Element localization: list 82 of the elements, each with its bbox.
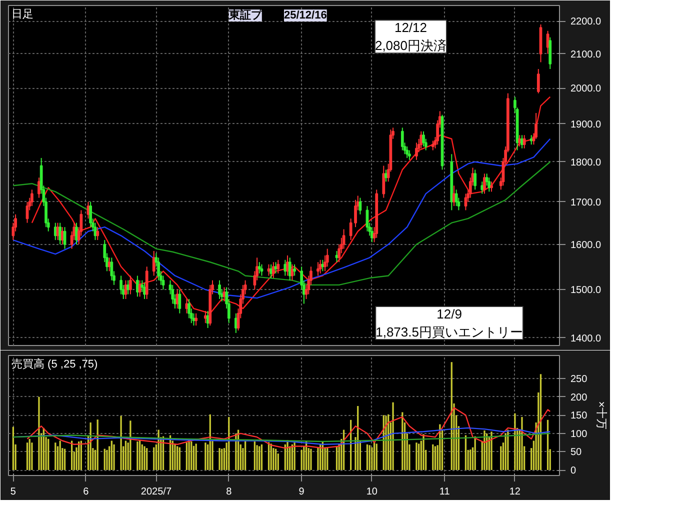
candlestick: [522, 134, 526, 149]
candlestick: [454, 189, 458, 207]
candlestick: [431, 140, 434, 151]
annotation: 25/12/16: [284, 10, 327, 22]
candlestick: [171, 284, 174, 304]
candlestick: [178, 289, 182, 314]
candlestick: [483, 173, 486, 194]
x-tick-label: 11: [439, 486, 450, 498]
x-tick-label: 2025/7: [140, 486, 172, 498]
candlestick: [415, 142, 418, 160]
annotation: 12/12 2,080円決済: [374, 20, 447, 54]
candlestick: [370, 226, 374, 243]
line-series: [12, 432, 551, 442]
annotation: 12/9 1,873.5円買いエントリー: [376, 306, 523, 340]
candlestick: [342, 228, 346, 250]
x-tick-label: 8: [226, 486, 232, 498]
y-tick-label: 50: [570, 447, 582, 458]
y-tick-label: 1800.0: [570, 157, 602, 168]
candlestick: [89, 201, 92, 228]
candlestick: [38, 177, 40, 198]
candlestick: [316, 262, 320, 276]
x-tick-label: 6: [83, 486, 90, 498]
candlestick: [152, 250, 156, 276]
candlestick: [326, 248, 329, 268]
candlestick: [188, 298, 190, 319]
y-tick-label: 2000.0: [570, 84, 602, 95]
candlestick: [349, 218, 352, 241]
candlestick: [384, 169, 388, 182]
candlestick: [120, 275, 122, 295]
candlestick: [218, 280, 221, 300]
candlestick: [408, 150, 411, 160]
y-tick-label: 250: [570, 374, 588, 386]
y-tick-label: 1700.0: [570, 197, 602, 208]
candlestick: [143, 282, 146, 300]
y-tick-label: 2100.0: [570, 49, 602, 60]
candlestick: [145, 266, 148, 300]
candlestick: [548, 36, 552, 70]
candlestick: [276, 259, 280, 274]
chart-title: 日足: [12, 8, 34, 20]
y-tick-label: 1600.0: [570, 240, 602, 251]
candlestick: [406, 146, 409, 158]
candlestick: [128, 275, 132, 295]
candlestick: [474, 169, 477, 190]
candlestick: [382, 165, 386, 198]
candlestick: [452, 185, 456, 207]
candlestick: [490, 181, 493, 192]
candlestick: [30, 189, 34, 207]
candlestick: [293, 264, 296, 276]
candlestick: [110, 257, 114, 281]
candlestick: [136, 275, 139, 298]
candlestick: [58, 222, 62, 245]
candlestick: [422, 130, 425, 147]
candlestick: [234, 312, 238, 334]
candlestick: [318, 259, 322, 274]
y-tick-label: 1400.0: [570, 333, 602, 344]
candlestick: [400, 127, 404, 151]
y-tick-label: 100: [570, 428, 588, 440]
line-series: [26, 407, 551, 449]
candlestick: [258, 262, 261, 274]
candlestick: [288, 257, 292, 281]
y-tick-label: 150: [570, 410, 588, 422]
y-axis-title: ×十万: [595, 401, 608, 430]
candlestick: [530, 134, 533, 146]
x-tick-label: 12: [509, 486, 521, 498]
y-tick-label: 1900.0: [570, 119, 602, 130]
y-tick-label: 1500.0: [570, 285, 602, 296]
candlestick: [354, 199, 357, 228]
y-tick-label: 2200.0: [570, 16, 602, 28]
chart-title: 売買高 (5 ,25 ,75): [12, 358, 98, 370]
candlestick: [194, 312, 198, 326]
x-tick-label: 9: [298, 486, 305, 498]
candlestick: [96, 226, 100, 241]
x-tick-label: 5: [10, 486, 16, 498]
candlestick: [536, 68, 540, 94]
x-tick-label: 10: [366, 486, 378, 498]
y-tick-label: 0: [570, 466, 576, 477]
candlestick: [420, 130, 423, 149]
candlestick: [157, 257, 160, 281]
candlestick: [272, 262, 275, 279]
candlestick: [75, 222, 78, 245]
candlestick: [162, 275, 165, 290]
y-tick-label: 200: [570, 392, 588, 404]
